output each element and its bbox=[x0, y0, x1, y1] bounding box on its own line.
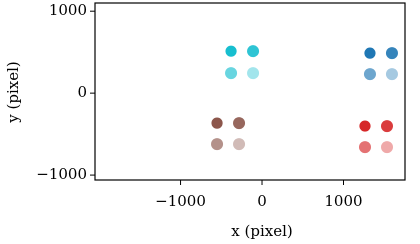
point bbox=[225, 67, 238, 80]
point bbox=[363, 46, 377, 60]
y-axis-label: y (pixel) bbox=[4, 61, 22, 123]
point bbox=[233, 138, 246, 151]
point bbox=[385, 47, 398, 60]
point bbox=[385, 68, 398, 81]
point bbox=[247, 45, 260, 58]
point bbox=[380, 120, 393, 133]
point bbox=[358, 119, 372, 133]
point bbox=[233, 117, 246, 130]
point bbox=[363, 68, 376, 81]
x-tick-label: 1000 bbox=[324, 192, 362, 210]
point bbox=[358, 141, 371, 154]
point bbox=[247, 67, 260, 80]
point bbox=[224, 44, 238, 58]
x-axis-label: x (pixel) bbox=[231, 222, 292, 240]
x-tick-label: −1000 bbox=[155, 192, 206, 210]
point bbox=[380, 141, 393, 154]
x-tick-label: 0 bbox=[257, 192, 267, 210]
plot-frame bbox=[94, 2, 406, 181]
point bbox=[210, 116, 224, 130]
y-tick-label: 1000 bbox=[49, 1, 87, 19]
y-tick-label: 0 bbox=[77, 83, 87, 101]
point bbox=[211, 138, 224, 151]
y-tick-label: −1000 bbox=[36, 165, 87, 183]
